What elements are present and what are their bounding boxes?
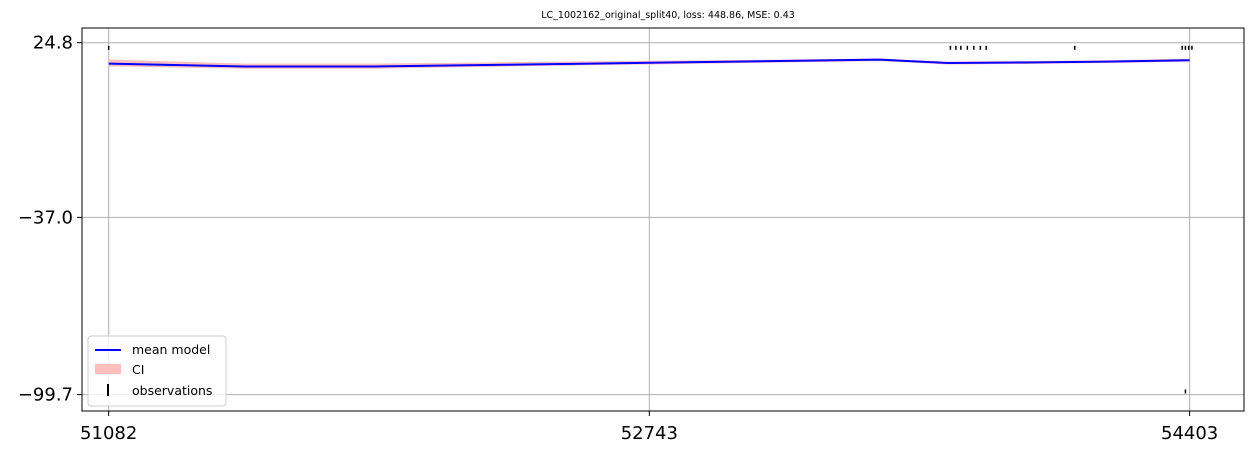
x-tick-label: 54403 xyxy=(1161,423,1218,444)
x-axis: 51082 52743 54403 xyxy=(80,411,1218,444)
y-tick-label: −99.7 xyxy=(18,385,73,406)
y-tick-label: 24.8 xyxy=(33,33,73,54)
plot-frame xyxy=(81,27,1245,412)
grid xyxy=(82,28,1244,411)
x-tick-label: 52743 xyxy=(621,423,678,444)
legend-box xyxy=(87,335,227,407)
chart-title: LC_1002162_original_split40, loss: 448.8… xyxy=(541,10,795,21)
legend: mean model CI observations xyxy=(87,335,227,407)
legend-label-mean-model: mean model xyxy=(132,342,210,357)
legend-swatch-ci xyxy=(95,364,121,374)
mean-model-line xyxy=(108,58,1190,68)
mean-model-path xyxy=(108,58,1190,68)
y-tick-label: −37.0 xyxy=(18,207,73,228)
observations xyxy=(107,45,1193,394)
legend-label-observations: observations xyxy=(132,383,212,398)
y-axis: 24.8 −37.0 −99.7 xyxy=(18,33,82,406)
legend-label-ci: CI xyxy=(132,362,144,377)
x-tick-label: 51082 xyxy=(80,423,137,444)
